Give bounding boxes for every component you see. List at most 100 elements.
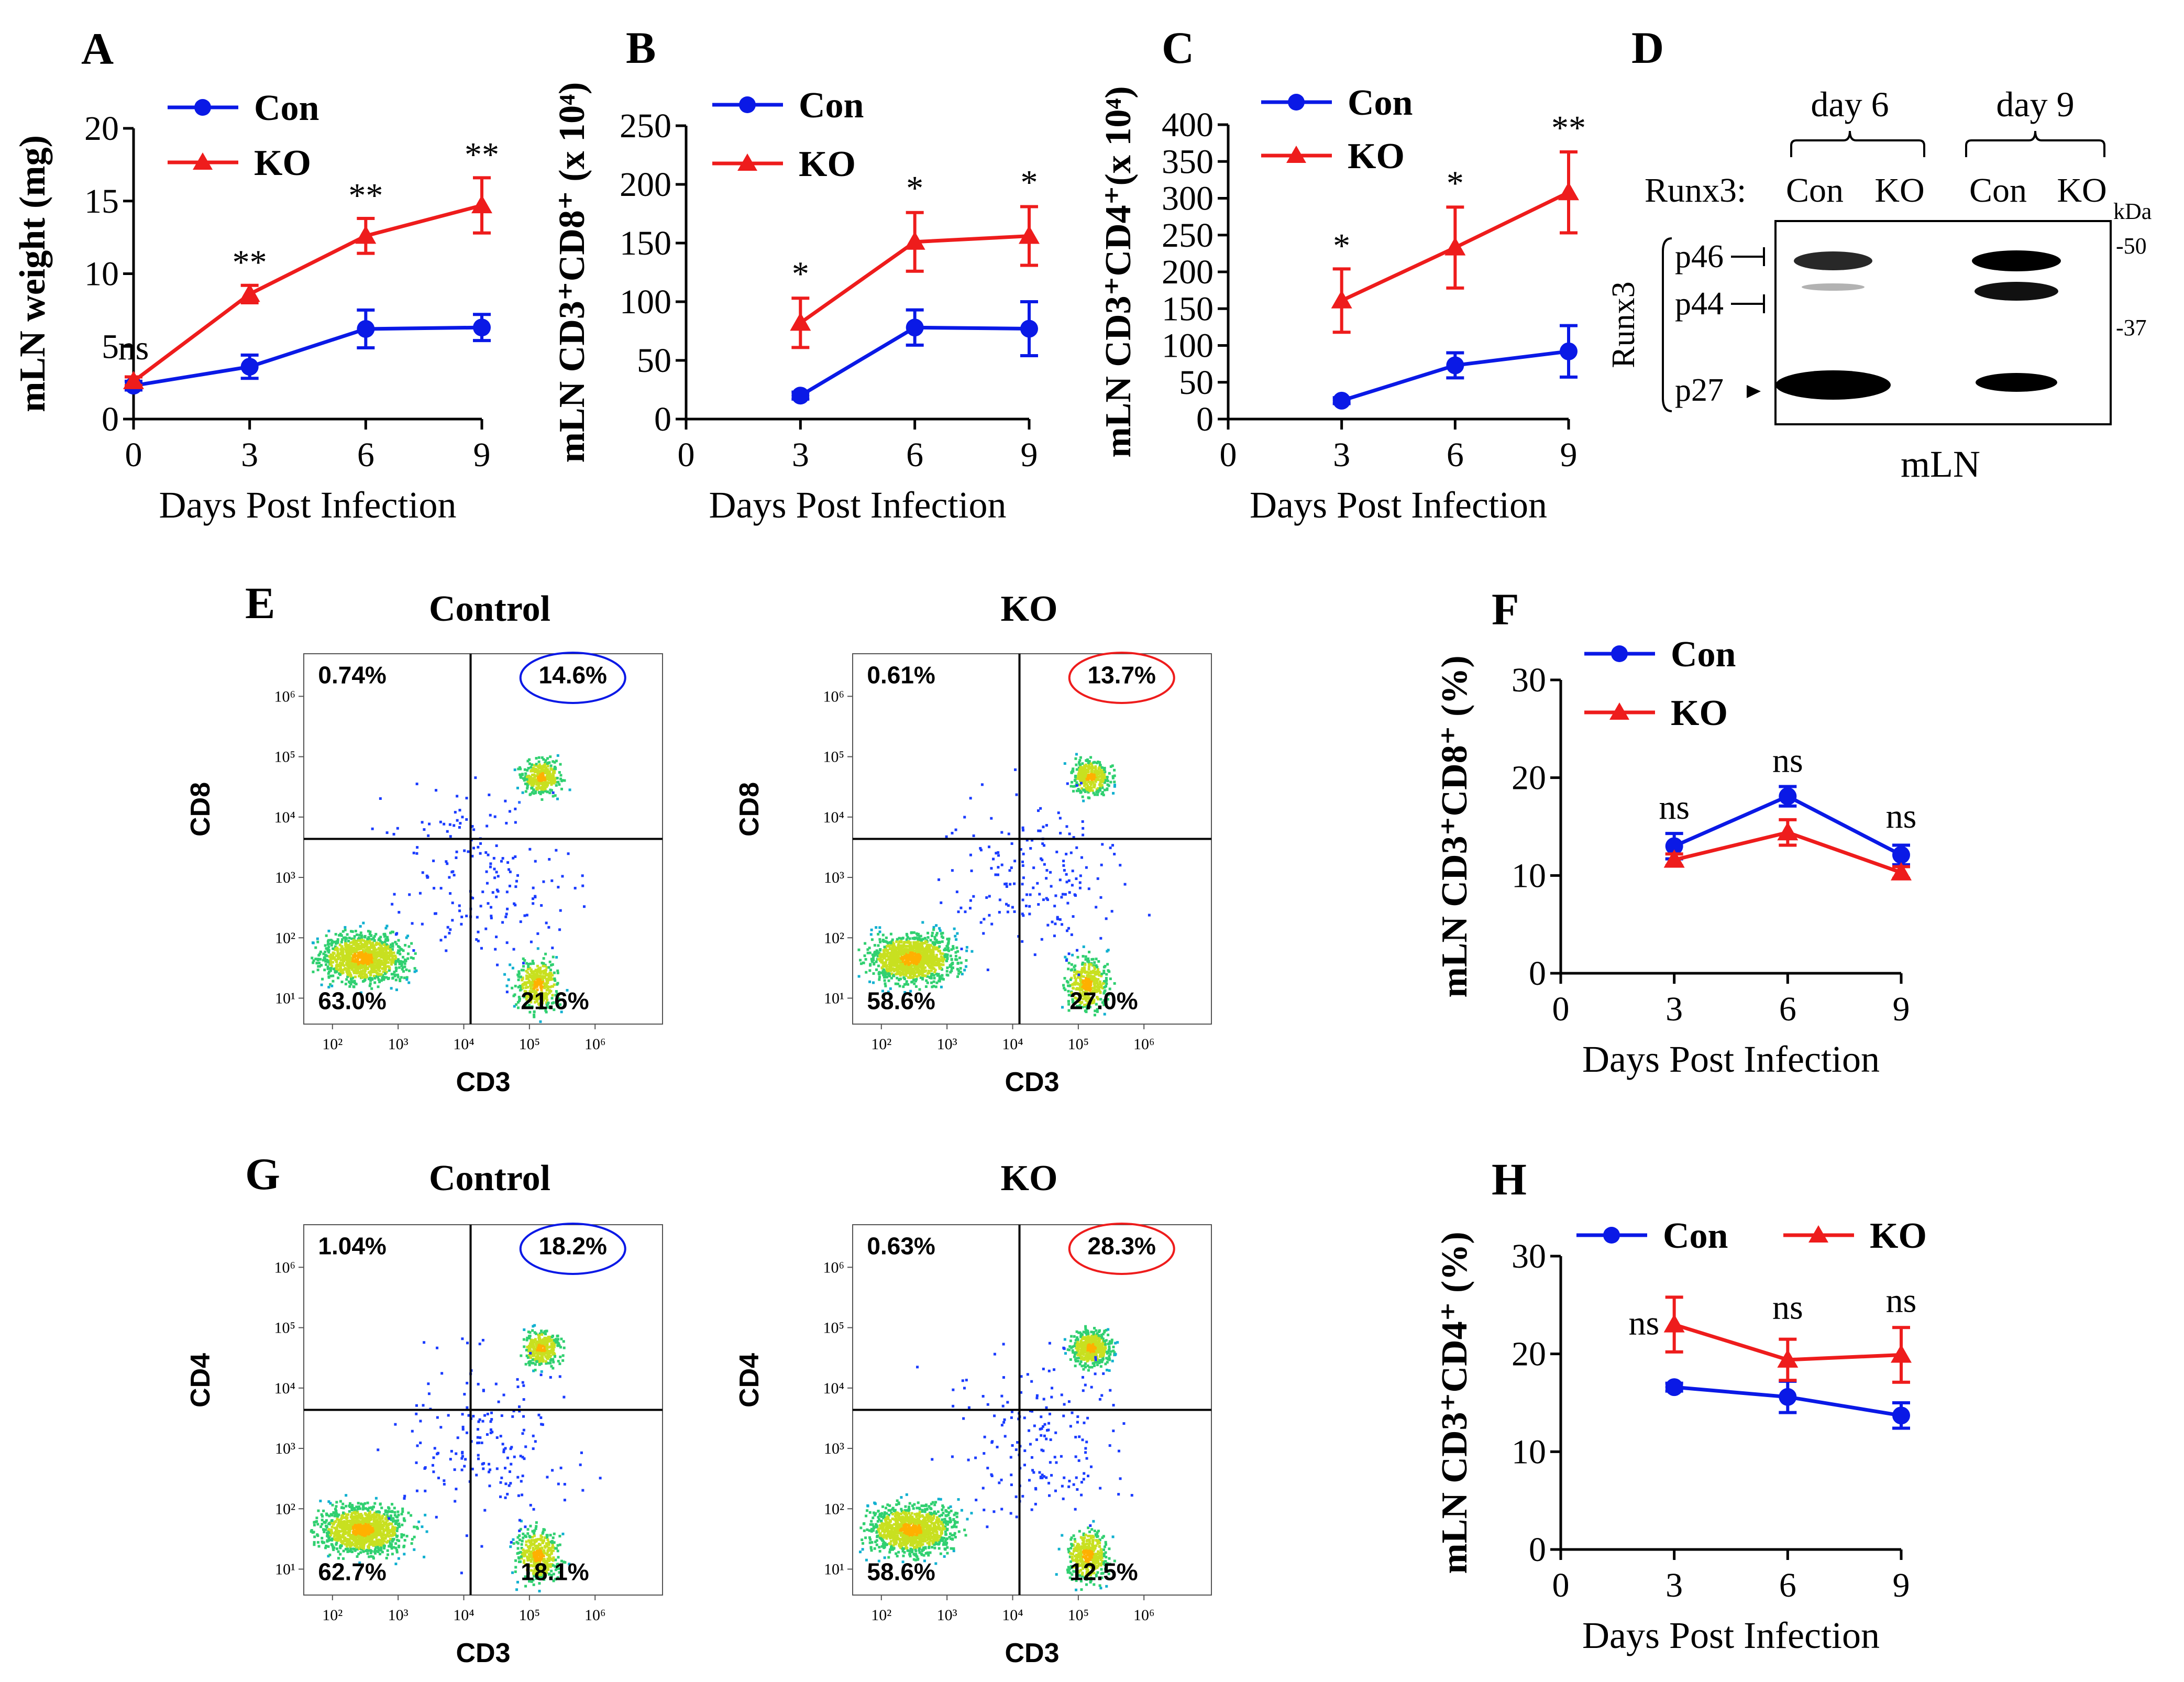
flow-event-dot	[906, 980, 908, 983]
flow-event-dot	[923, 971, 926, 973]
flow-event-dot	[369, 933, 371, 936]
flow-event-dot	[384, 927, 387, 929]
flow-event-dot	[1071, 954, 1074, 957]
flow-event-dot	[373, 977, 376, 980]
band-day9-con-p44	[1975, 282, 2058, 301]
flow-event-dot	[391, 903, 393, 906]
flow-event-dot	[951, 967, 953, 970]
flow-event-dot	[432, 860, 435, 862]
flow-event-dot	[406, 1535, 409, 1537]
flow-event-dot	[517, 1006, 520, 1009]
flow-event-dot	[449, 823, 451, 826]
flow-event-dot	[492, 891, 494, 894]
flow-event-dot	[532, 897, 534, 900]
flow-event-dot	[532, 962, 535, 965]
flow-event-dot	[500, 860, 503, 863]
flow-event-dot	[916, 969, 919, 972]
flow-event-dot	[513, 903, 515, 905]
flow-plot-title: Control	[429, 589, 550, 629]
flow-event-dot	[1025, 905, 1028, 907]
flow-event-dot	[352, 939, 355, 942]
flow-event-dot	[533, 780, 536, 783]
flow-event-dot	[311, 957, 313, 959]
flow-y-tick-label: 10⁴	[823, 809, 844, 826]
flow-event-dot	[1094, 767, 1097, 769]
flow-event-dot	[871, 938, 874, 941]
flow-x-axis-label: CD3	[1005, 1067, 1059, 1097]
flow-event-dot	[902, 937, 905, 939]
flow-event-dot	[353, 980, 356, 982]
flow-event-dot	[1085, 958, 1087, 961]
flow-event-dot	[1072, 768, 1074, 771]
flow-event-dot	[447, 926, 449, 929]
flow-event-dot	[1073, 966, 1075, 969]
flow-event-dot	[1076, 956, 1079, 959]
flow-event-dot	[1088, 789, 1091, 792]
flow-event-dot	[331, 1537, 334, 1540]
flow-event-dot	[456, 851, 458, 853]
flow-event-dot	[887, 952, 890, 954]
flow-event-dot	[372, 959, 375, 961]
flow-event-dot	[345, 1505, 347, 1508]
flow-event-dot	[335, 1505, 337, 1508]
flow-event-dot	[567, 852, 570, 855]
flow-event-dot	[990, 867, 992, 870]
flow-event-dot	[536, 932, 539, 935]
flow-event-dot	[378, 964, 381, 967]
flow-event-dot	[518, 972, 521, 975]
flow-event-dot	[1097, 776, 1100, 778]
data-point-con	[1020, 320, 1038, 338]
flow-event-dot	[559, 774, 562, 776]
flow-event-dot	[548, 858, 550, 861]
flow-event-dot	[411, 1542, 413, 1545]
flow-event-dot	[919, 949, 921, 951]
flow-event-dot	[487, 854, 490, 856]
flow-event-dot	[542, 766, 545, 768]
flow-event-dot	[342, 930, 345, 933]
data-point-ko	[1444, 237, 1465, 256]
flow-event-dot	[910, 931, 913, 934]
flow-event-dot	[931, 935, 933, 937]
flow-event-dot	[887, 972, 890, 975]
flow-event-dot	[1075, 973, 1078, 975]
flow-event-dot	[522, 983, 525, 985]
flow-event-dot	[1066, 929, 1068, 932]
flow-event-dot	[1088, 887, 1090, 890]
flow-event-dot	[554, 761, 556, 764]
flow-event-dot	[914, 971, 917, 974]
flow-event-dot	[903, 941, 906, 943]
flow-event-dot	[404, 960, 407, 962]
flow-event-dot	[404, 944, 406, 947]
flow-event-dot	[363, 960, 366, 962]
flow-event-dot	[423, 828, 425, 831]
flow-event-dot	[1067, 981, 1069, 984]
flow-event-dot	[375, 1497, 378, 1500]
flow-event-dot	[940, 902, 942, 904]
flow-event-dot	[1010, 866, 1013, 869]
flow-event-dot	[511, 987, 513, 990]
flow-event-dot	[904, 949, 907, 952]
flow-event-dot	[516, 787, 519, 789]
flow-event-dot	[339, 962, 341, 964]
flow-event-dot	[527, 981, 530, 984]
flow-y-tick-label: 10¹	[275, 990, 295, 1007]
flow-y-tick-label: 10²	[824, 929, 844, 947]
flow-event-dot	[880, 972, 883, 974]
flow-event-dot	[1050, 885, 1053, 887]
flow-event-dot	[384, 946, 387, 949]
flow-event-dot	[913, 947, 915, 949]
flow-event-dot	[480, 947, 483, 950]
flow-event-dot	[535, 757, 538, 760]
flow-event-dot	[898, 960, 900, 962]
flow-event-dot	[354, 959, 356, 962]
flow-event-dot	[505, 913, 508, 915]
flow-event-dot	[348, 1550, 350, 1553]
flow-event-dot	[374, 1552, 377, 1555]
flow-event-dot	[889, 948, 891, 950]
flow-event-dot	[384, 957, 387, 959]
flow-event-dot	[355, 930, 357, 932]
flow-event-dot	[379, 797, 382, 800]
flow-event-dot	[350, 930, 352, 932]
flow-event-dot	[321, 1537, 323, 1540]
flow-x-tick-label: 10⁵	[519, 1036, 540, 1053]
